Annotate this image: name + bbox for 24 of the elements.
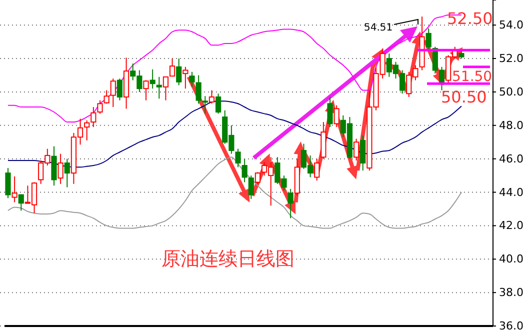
candlestick [58,153,64,184]
candlestick [90,106,96,128]
y-tick-label: 52.0 [499,52,524,66]
candlestick [51,146,57,186]
candlestick [150,68,156,90]
ref-line-label: 50.50 [441,88,487,107]
text: 原油连续日线图 [162,248,294,270]
candlestick [156,76,162,100]
y-tick-label: 48.0 [499,118,524,132]
y-tick-label: 42.0 [499,219,524,232]
y-tick-label: 44.0 [499,186,524,199]
candlestick [123,57,130,110]
candlestick [12,176,18,203]
y-tick-label: 40.0 [499,252,524,266]
y-tick-label: 50.0 [499,85,524,98]
annotation: 54.51 [364,22,393,34]
y-tick-label: 36.0 [499,320,524,333]
y-tick-label: 38.0 [499,286,524,300]
candlestick [176,58,182,86]
ref-line-label: 51.50 [452,68,492,85]
y-tick-label: 46.0 [499,152,524,166]
y-tick-label: 54.0 [499,18,524,32]
ref-line-label: 52.50 [447,9,493,28]
candlestick [360,134,366,172]
